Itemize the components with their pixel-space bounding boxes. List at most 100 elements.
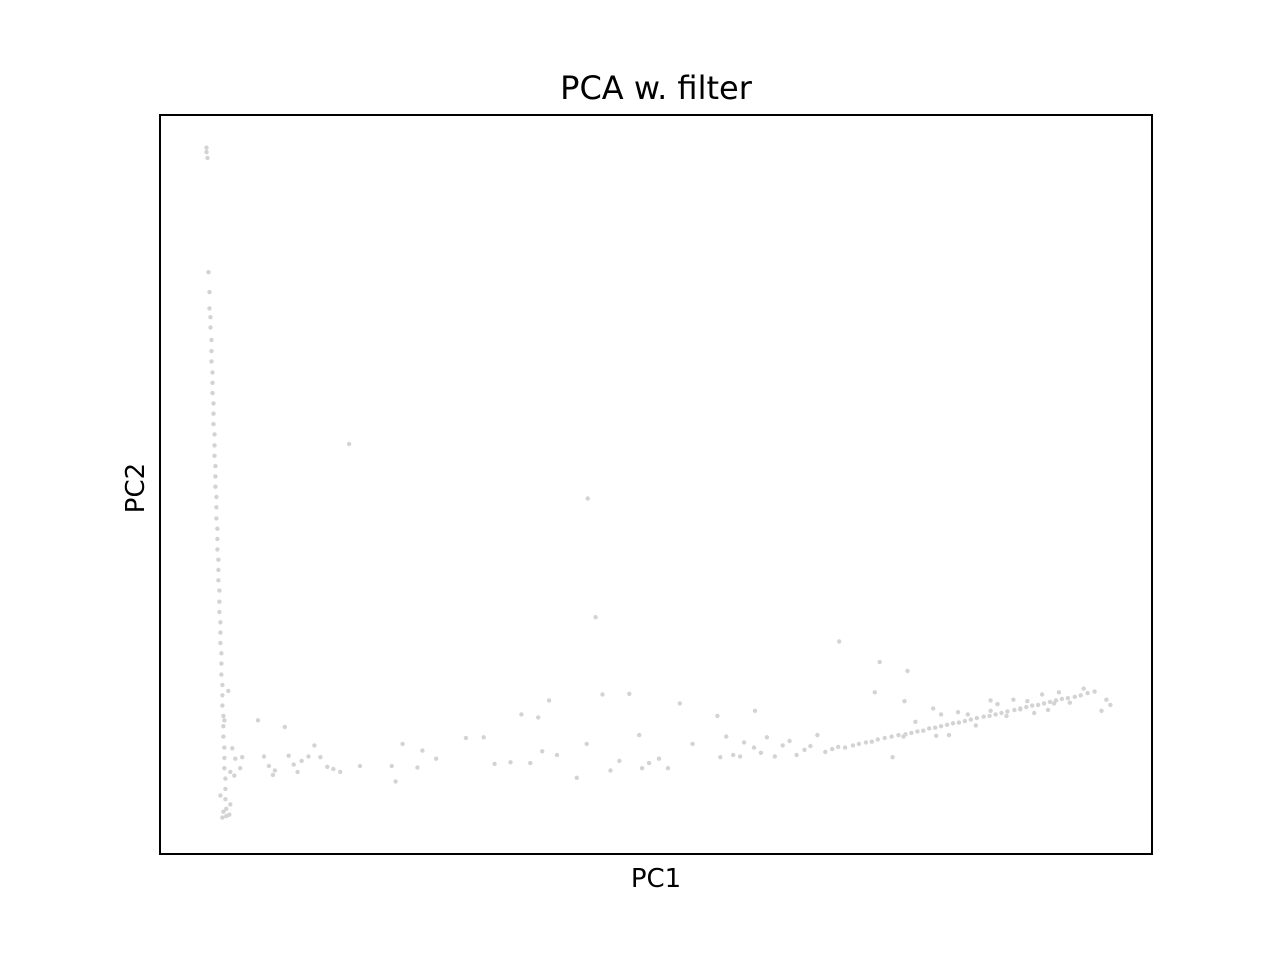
data-point [593, 615, 598, 620]
data-point [690, 741, 695, 747]
data-point [540, 749, 545, 754]
data-point [752, 708, 758, 713]
data-point [905, 668, 910, 674]
data-point [627, 691, 632, 696]
data-point [213, 484, 218, 489]
data-point [331, 766, 336, 772]
data-point [227, 812, 232, 817]
data-point [1065, 696, 1071, 701]
data-point [222, 718, 227, 723]
y-axis-label: PC2 [121, 463, 151, 513]
data-point [463, 735, 469, 741]
data-point [215, 526, 220, 531]
data-point [228, 802, 233, 807]
data-point [204, 145, 209, 150]
data-point [223, 797, 228, 802]
data-point [974, 715, 979, 721]
data-point [213, 463, 218, 469]
data-point [902, 699, 907, 704]
data-point [209, 348, 214, 354]
data-point [219, 661, 224, 666]
data-point [639, 766, 645, 771]
data-point [921, 728, 926, 733]
data-point [208, 315, 213, 320]
data-point [216, 557, 221, 562]
data-point [808, 743, 813, 749]
data-point [325, 764, 330, 769]
data-point [295, 769, 300, 775]
data-point [215, 536, 220, 542]
data-point [223, 786, 228, 792]
data-point [211, 421, 216, 427]
data-point [481, 735, 486, 740]
data-point [217, 609, 222, 615]
data-point [1085, 690, 1090, 696]
data-point [584, 741, 589, 747]
data-point [222, 745, 227, 750]
data-point [938, 712, 944, 717]
data-point [946, 732, 952, 738]
data-point [1072, 694, 1078, 699]
data-point [863, 740, 869, 745]
data-point [1005, 709, 1010, 714]
data-point [1018, 707, 1023, 712]
data-point [574, 775, 579, 780]
data-point [528, 760, 533, 766]
data-point [837, 639, 842, 644]
data-point [218, 640, 223, 646]
data-point [872, 690, 877, 695]
data-point [585, 496, 590, 501]
data-point [216, 567, 221, 573]
data-point [751, 745, 757, 750]
x-axis-label: PC1 [631, 864, 681, 894]
data-point [1011, 697, 1016, 702]
data-point [718, 755, 723, 760]
data-point [724, 734, 729, 739]
data-point [981, 714, 986, 719]
data-point [956, 720, 962, 725]
data-point [220, 682, 225, 688]
data-point [617, 758, 622, 764]
data-point [222, 766, 227, 771]
data-point [1092, 689, 1097, 694]
data-point [214, 494, 219, 500]
data-point [1047, 699, 1053, 705]
data-point [1025, 699, 1030, 704]
data-point [1051, 701, 1057, 706]
data-point [318, 755, 323, 760]
data-point [346, 441, 352, 447]
data-point [312, 743, 317, 748]
data-point [1041, 701, 1047, 706]
data-point [646, 760, 652, 766]
data-point [877, 659, 882, 665]
data-point [1035, 702, 1041, 708]
data-point [217, 599, 222, 604]
data-point [973, 723, 978, 728]
data-point [207, 289, 212, 295]
data-point [270, 772, 276, 778]
data-point [434, 756, 439, 761]
data-point [230, 746, 235, 751]
data-point [1024, 704, 1029, 710]
data-point [933, 725, 938, 730]
data-point [715, 713, 720, 719]
data-point [228, 769, 233, 775]
data-point [224, 806, 229, 811]
chart-title: PCA w. filter [560, 69, 753, 107]
data-point [221, 734, 226, 739]
data-point [890, 755, 895, 760]
data-point [758, 750, 764, 755]
data-point [214, 516, 219, 521]
data-point [282, 724, 287, 730]
data-point [741, 740, 747, 745]
data-point [737, 754, 743, 759]
data-point [955, 710, 961, 715]
data-point [306, 754, 311, 759]
data-point [210, 370, 215, 375]
data-point [794, 752, 799, 758]
data-point [1012, 707, 1017, 713]
data-point [210, 380, 215, 385]
data-point [1045, 707, 1051, 713]
